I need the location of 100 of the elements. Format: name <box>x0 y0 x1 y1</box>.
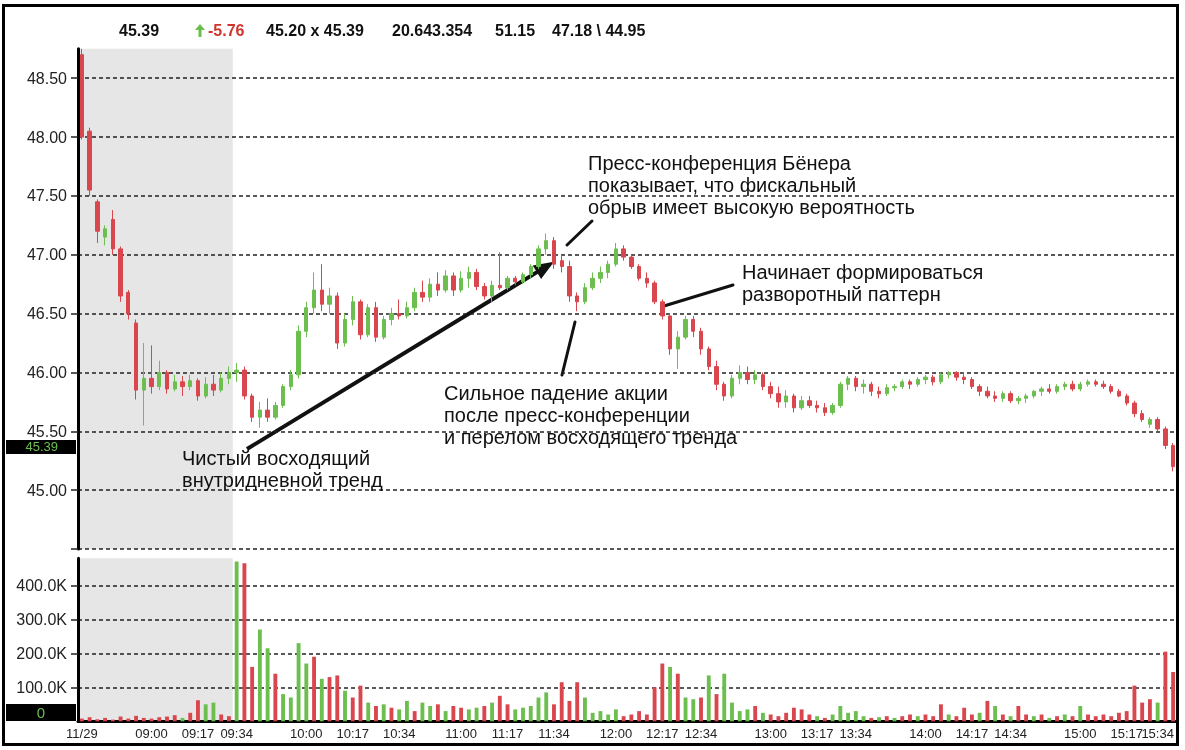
y-tick-label: 46.50 <box>26 305 68 323</box>
bar <box>296 643 301 722</box>
bar <box>1109 716 1114 722</box>
text: 20.643.354 <box>392 21 473 41</box>
x-tick-label: 11/29 <box>66 726 98 742</box>
candlestick <box>219 371 223 393</box>
bar <box>1093 716 1098 722</box>
bar <box>884 716 889 722</box>
y-tick-label: 48.00 <box>26 128 68 146</box>
candlestick <box>304 301 308 338</box>
bar <box>435 704 440 722</box>
x-tick-label: 13:17 <box>800 726 834 742</box>
candlestick <box>250 393 254 423</box>
candlestick <box>629 254 634 270</box>
y-tick-label: 47.50 <box>26 187 68 205</box>
candlestick <box>234 362 239 383</box>
bar <box>761 712 765 722</box>
candlestick <box>482 282 487 300</box>
candlestick <box>196 377 200 402</box>
bar <box>459 707 464 722</box>
bar <box>629 714 634 722</box>
candlestick <box>1016 395 1021 405</box>
bar <box>985 700 990 722</box>
bar <box>776 716 781 722</box>
bar <box>404 700 409 722</box>
candlestick <box>699 327 703 356</box>
annotation: Начинает формироваться разворотный паттерн <box>742 261 984 305</box>
bar <box>482 706 487 722</box>
candlestick <box>722 381 726 402</box>
bar <box>853 711 858 722</box>
candlestick <box>103 224 107 246</box>
bar <box>954 716 959 722</box>
candlestick <box>931 374 935 386</box>
bar <box>830 714 835 722</box>
candlestick <box>892 383 897 392</box>
text: 0 <box>6 704 76 721</box>
candlestick <box>1148 416 1152 429</box>
y-tick-label: 100.0K <box>16 678 68 696</box>
candlestick <box>1047 383 1051 395</box>
bar <box>226 716 231 722</box>
bar <box>768 714 773 722</box>
x-tick-label: 12:17 <box>646 726 679 742</box>
bar <box>993 706 998 722</box>
candlestick <box>536 244 541 270</box>
bar <box>172 715 177 722</box>
candlestick <box>714 360 719 391</box>
x-tick-label: 15:17 <box>1110 726 1143 742</box>
bar <box>304 663 309 722</box>
candlestick <box>87 127 92 197</box>
candlestick <box>908 379 912 390</box>
candlestick <box>962 371 966 385</box>
candlestick <box>382 315 386 340</box>
bar <box>443 711 448 722</box>
bar <box>521 707 525 722</box>
candlestick <box>854 375 858 392</box>
candlestick <box>258 401 262 429</box>
bar <box>977 712 982 722</box>
candlestick <box>343 313 347 348</box>
bar <box>877 717 881 722</box>
candlestick <box>142 342 146 426</box>
candlestick <box>660 298 665 320</box>
bar <box>637 711 642 722</box>
candlestick <box>157 360 161 391</box>
bar <box>915 716 920 722</box>
bar <box>822 717 827 722</box>
candlestick <box>1001 390 1005 403</box>
bar <box>784 712 789 722</box>
candlestick <box>149 344 154 395</box>
bar <box>900 716 905 722</box>
candlestick <box>180 375 185 397</box>
candlestick <box>173 374 177 392</box>
candlestick <box>738 364 742 385</box>
bar <box>203 704 208 722</box>
x-tick-label: 10:00 <box>290 726 323 742</box>
candlestick <box>467 266 471 289</box>
bar <box>939 704 943 722</box>
candlestick <box>412 287 417 312</box>
candlestick <box>273 401 278 421</box>
candlestick <box>947 370 951 379</box>
candlestick <box>513 275 517 286</box>
bar <box>1016 706 1021 722</box>
bar <box>428 706 433 722</box>
candlestick <box>590 271 595 291</box>
y-tick-label: 48.50 <box>26 69 68 87</box>
x-tick-label: 11:00 <box>445 726 477 742</box>
candlestick <box>165 369 169 395</box>
x-tick-label: 11:34 <box>538 726 570 742</box>
candlestick <box>676 330 680 370</box>
candlestick <box>583 282 587 305</box>
candlestick <box>776 386 781 409</box>
candlestick <box>830 402 835 416</box>
bar <box>621 716 626 722</box>
candlestick <box>560 254 564 273</box>
candlestick <box>993 390 997 403</box>
x-tick-label: 09:17 <box>181 726 215 742</box>
x-tick-label: 12:00 <box>599 726 633 742</box>
candlestick <box>1078 381 1082 392</box>
candlestick <box>335 291 339 350</box>
bar <box>1024 714 1029 722</box>
bar <box>668 666 672 722</box>
